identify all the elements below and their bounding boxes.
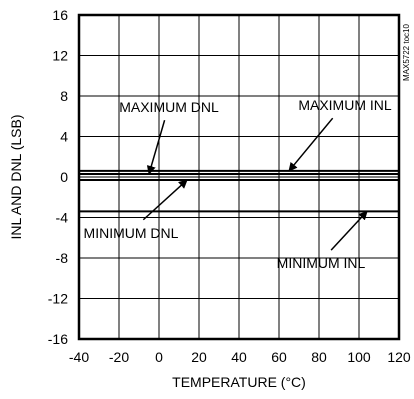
y-tick-label-1: 12 [52, 48, 68, 64]
y-tick-label-6: -8 [56, 250, 69, 266]
series-group [79, 169, 399, 213]
x-tick-labels: -40 -20 0 20 40 60 80 100 120 [69, 349, 411, 365]
annotation-label-minimum-dnl: MINIMUM DNL [84, 225, 179, 241]
annotation-arrow-maximum-inl [288, 117, 334, 172]
annotation-label-maximum-dnl: MAXIMUM DNL [119, 99, 219, 115]
annotation-label-minimum-inl: MINIMUM INL [277, 255, 366, 271]
x-tick-label-5: 60 [271, 349, 287, 365]
y-tick-label-2: 8 [60, 88, 68, 104]
chart-id-watermark: MAX5722 toc10 [402, 24, 411, 81]
x-tick-label-7: 100 [347, 349, 371, 365]
annotation-arrow-minimum-inl [330, 210, 368, 251]
annotations-group: MAXIMUM DNL MAXIMUM INL MINIMUM DNL MINIMUM… [84, 97, 392, 271]
x-tick-label-0: -40 [69, 349, 89, 365]
annotation-arrow-minimum-dnl [142, 179, 188, 221]
annotation-arrow-maximum-dnl [146, 119, 166, 175]
grid [78, 14, 400, 340]
y-tick-label-8: -16 [48, 331, 68, 347]
y-tick-label-5: -4 [56, 210, 69, 226]
y-tick-label-7: -12 [48, 291, 68, 307]
x-tick-label-2: 0 [155, 349, 163, 365]
y-tick-label-4: 0 [60, 169, 68, 185]
y-axis-label: INL AND DNL (LSB) [8, 115, 24, 240]
x-tick-label-4: 40 [231, 349, 247, 365]
y-tick-label-3: 4 [60, 129, 68, 145]
x-tick-label-8: 120 [387, 349, 411, 365]
annotation-label-maximum-inl: MAXIMUM INL [298, 97, 392, 113]
y-tick-labels: 16 12 8 4 0 -4 -8 -12 -16 [48, 7, 68, 347]
x-tick-label-6: 80 [311, 349, 327, 365]
x-tick-label-1: -20 [109, 349, 129, 365]
x-axis-label: TEMPERATURE (°C) [172, 374, 306, 390]
x-tick-label-3: 20 [191, 349, 207, 365]
plot-frame [77, 13, 401, 341]
y-tick-label-0: 16 [52, 7, 68, 23]
